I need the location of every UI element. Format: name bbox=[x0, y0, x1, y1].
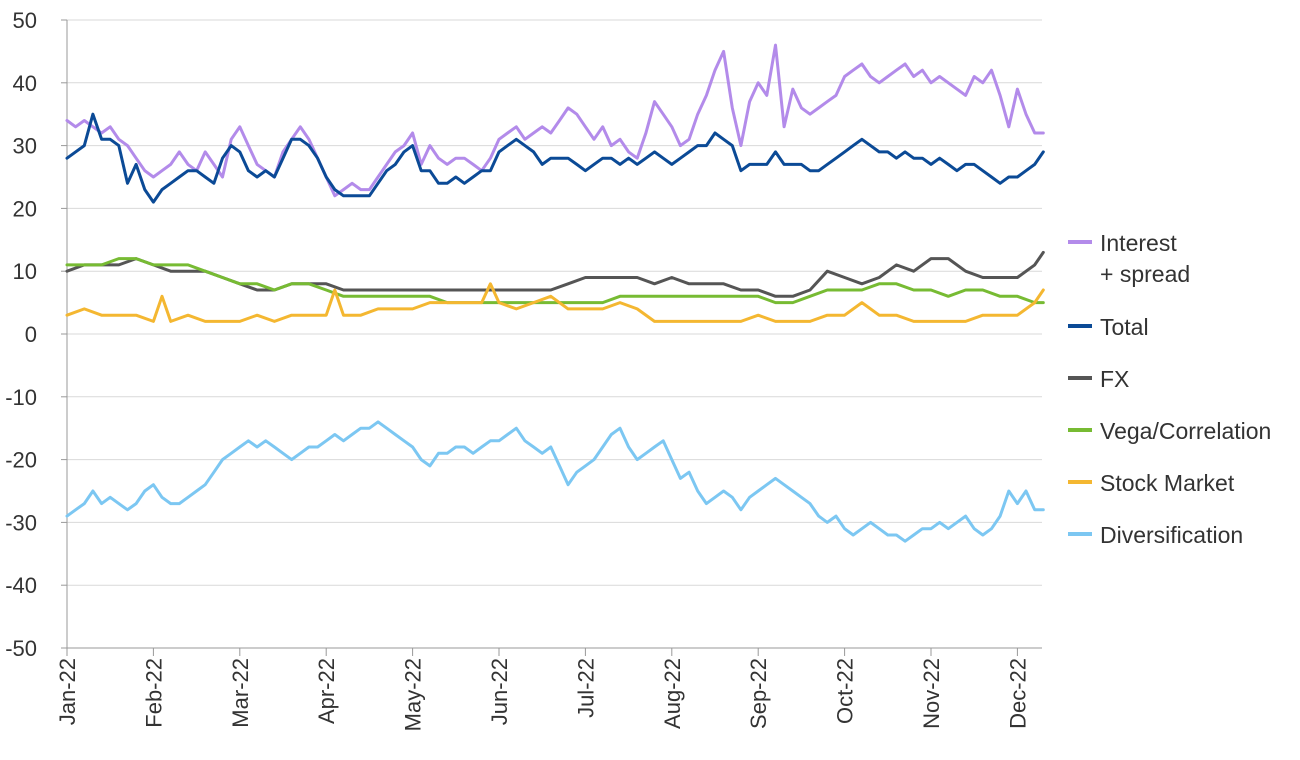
x-tick-label: Aug-22 bbox=[660, 658, 685, 729]
x-tick-label: Dec-22 bbox=[1005, 658, 1030, 729]
legend-label-interest-spread: Interest + spread bbox=[1100, 228, 1190, 290]
y-tick-label: 40 bbox=[13, 71, 37, 96]
legend-swatch-total bbox=[1068, 324, 1092, 328]
legend-label-stock-market: Stock Market bbox=[1100, 470, 1235, 496]
x-tick-label: Oct-22 bbox=[833, 658, 858, 724]
legend-swatch-diversification bbox=[1068, 532, 1092, 536]
x-tick-label: Jan-22 bbox=[55, 658, 80, 725]
x-tick-label: Sep-22 bbox=[746, 658, 771, 729]
y-tick-label: 50 bbox=[13, 8, 37, 33]
y-tick-label: 20 bbox=[13, 196, 37, 221]
series-line-total bbox=[65, 112, 1045, 204]
legend-label-fx: FX bbox=[1100, 366, 1130, 392]
series-line-stock-market bbox=[65, 282, 1045, 323]
legend-item-diversification: Diversification bbox=[1068, 520, 1300, 572]
series-line-diversification bbox=[65, 420, 1045, 543]
legend-swatch-interest-spread bbox=[1068, 240, 1092, 244]
x-tick-label: Jul-22 bbox=[573, 658, 598, 718]
line-chart: 50 40 30 20 10 0 -10 -20 -30 -40 -50 Jan-22 Feb-22 M… bbox=[5, 8, 1045, 731]
y-tick-label: -50 bbox=[5, 636, 37, 661]
x-tick-label: Nov-22 bbox=[919, 658, 944, 729]
legend-label-vega-correlation: Vega/Correlation bbox=[1100, 418, 1272, 444]
x-tick-label: Jun-22 bbox=[487, 658, 512, 725]
x-tick-label: Mar-22 bbox=[228, 658, 253, 728]
legend-label-diversification: Diversification bbox=[1100, 522, 1244, 548]
legend-item-vega-correlation: Vega/Correlation bbox=[1068, 416, 1300, 468]
series-line-interest-spread bbox=[65, 43, 1045, 198]
legend-item-total: Total bbox=[1068, 312, 1300, 364]
legend-swatch-fx bbox=[1068, 376, 1092, 380]
y-tick-label: -30 bbox=[5, 510, 37, 535]
legend-label-line-2: + spread bbox=[1100, 261, 1191, 287]
legend-item-interest-spread: Interest + spread bbox=[1068, 228, 1300, 312]
x-tick-label: May-22 bbox=[401, 658, 426, 731]
y-tick-label: 10 bbox=[13, 259, 37, 284]
legend: Interest + spread Total FX Vega/Correlat… bbox=[1068, 228, 1300, 572]
legend-swatch-vega-correlation bbox=[1068, 428, 1092, 432]
legend-item-fx: FX bbox=[1068, 364, 1300, 416]
x-tick-label: Apr-22 bbox=[314, 658, 339, 724]
y-tick-label: 0 bbox=[25, 322, 37, 347]
y-tick-label: -40 bbox=[5, 573, 37, 598]
y-tick-label: -20 bbox=[5, 448, 37, 473]
y-tick-label: -10 bbox=[5, 385, 37, 410]
y-axis-ticks: 50 40 30 20 10 0 -10 -20 -30 -40 -50 bbox=[5, 8, 67, 661]
legend-label-total: Total bbox=[1100, 314, 1149, 340]
legend-swatch-stock-market bbox=[1068, 480, 1092, 484]
legend-item-stock-market: Stock Market bbox=[1068, 468, 1300, 520]
legend-label-line-1: Interest bbox=[1100, 230, 1177, 256]
x-tick-label: Feb-22 bbox=[141, 658, 166, 728]
series-lines bbox=[65, 43, 1045, 543]
gridlines bbox=[67, 19, 1042, 649]
y-tick-label: 30 bbox=[13, 134, 37, 159]
x-axis-ticks: Jan-22 Feb-22 Mar-22 Apr-22 May-22 Jun-22 Jul-… bbox=[55, 648, 1030, 731]
